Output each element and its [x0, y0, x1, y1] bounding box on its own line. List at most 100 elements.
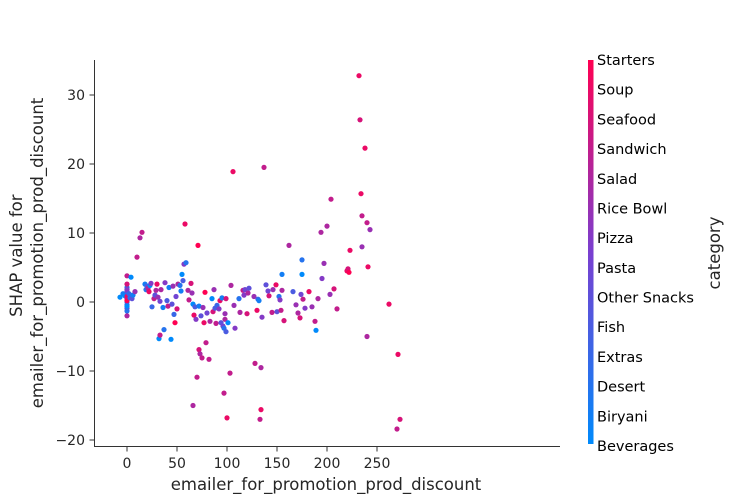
data-point-154 — [309, 304, 315, 310]
data-point-47 — [164, 298, 170, 304]
x-tick-label-4: 200 — [314, 456, 341, 472]
x-axis-ticks: 0 50 100 150 200 250 — [123, 446, 391, 472]
data-point-79 — [198, 313, 204, 319]
data-point-153 — [306, 289, 312, 295]
data-point-25 — [137, 235, 143, 241]
data-point-113 — [237, 309, 243, 315]
data-point-135 — [273, 282, 279, 288]
data-point-111 — [232, 325, 238, 331]
data-point-12 — [124, 313, 130, 319]
colorbar — [588, 60, 594, 444]
data-point-156 — [313, 327, 319, 333]
data-point-51 — [169, 301, 175, 307]
colorbar-label-rice-bowl: Rice Bowl — [597, 201, 667, 217]
data-point-117 — [244, 311, 250, 317]
x-tick-label-1: 50 — [168, 456, 186, 472]
colorbar-label-starters: Starters — [597, 53, 655, 69]
data-point-43 — [158, 287, 164, 293]
y-tick-label-4: 20 — [67, 157, 85, 173]
colorbar-label-seafood: Seafood — [597, 112, 656, 128]
data-point-73 — [193, 316, 199, 322]
data-point-115 — [241, 292, 247, 298]
data-point-101 — [222, 311, 228, 317]
data-point-124 — [256, 298, 262, 304]
data-point-38 — [154, 281, 160, 287]
colorbar-label-extras: Extras — [597, 350, 643, 366]
data-point-100 — [221, 390, 227, 396]
data-point-180 — [386, 301, 392, 307]
data-point-133 — [269, 309, 275, 315]
data-point-88 — [209, 296, 215, 302]
data-point-66 — [186, 297, 192, 303]
data-point-70 — [190, 402, 196, 409]
colorbar-label-pasta: Pasta — [597, 261, 636, 277]
data-point-65 — [185, 287, 191, 293]
data-point-77 — [196, 347, 202, 353]
data-point-132 — [266, 293, 272, 299]
data-point-108 — [228, 282, 234, 288]
data-point-149 — [299, 257, 305, 263]
data-point-158 — [318, 229, 324, 235]
data-point-173 — [359, 244, 365, 250]
data-point-46 — [162, 280, 168, 286]
data-point-24 — [134, 254, 140, 260]
data-point-103 — [223, 329, 229, 335]
data-point-82 — [201, 320, 207, 326]
data-point-145 — [293, 302, 299, 308]
data-point-20 — [128, 274, 134, 280]
data-point-157 — [315, 296, 321, 302]
data-point-142 — [281, 318, 287, 324]
data-point-71 — [191, 312, 197, 318]
data-point-116 — [242, 287, 248, 293]
data-point-148 — [298, 291, 304, 297]
y-tick-label-3: 10 — [67, 226, 85, 242]
colorbar-label-pizza: Pizza — [597, 231, 634, 247]
data-point-161 — [324, 223, 330, 229]
data-point-102 — [222, 316, 228, 322]
data-point-55 — [173, 293, 179, 300]
data-point-80 — [199, 355, 205, 361]
data-point-84 — [203, 340, 209, 346]
x-tick-label-5: 250 — [364, 456, 391, 472]
data-point-163 — [328, 196, 334, 202]
colorbar-labels: Beverages Biryani Desert Extras Fish Other Sn… — [597, 53, 694, 455]
data-point-90 — [211, 287, 217, 293]
data-point-170 — [356, 73, 362, 79]
data-point-56 — [174, 306, 180, 312]
data-point-165 — [334, 306, 340, 312]
y-axis-ticks: −20 −10 0 10 20 30 — [55, 88, 95, 449]
data-point-169 — [347, 247, 353, 253]
y-axis-label-line-2: emailer_for_promotion_prod_discount — [28, 97, 48, 408]
data-point-67 — [188, 280, 194, 286]
data-point-183 — [397, 416, 403, 422]
colorbar-label-salad: Salad — [597, 172, 637, 188]
data-point-42 — [157, 298, 163, 304]
y-tick-label-0: −20 — [55, 433, 85, 449]
data-point-138 — [277, 297, 283, 303]
y-tick-label-1: −10 — [55, 364, 85, 380]
data-point-86 — [206, 356, 212, 362]
data-point-39 — [155, 294, 161, 300]
data-point-179 — [367, 227, 373, 233]
x-axis-label: emailer_for_promotion_prod_discount — [171, 475, 482, 495]
colorbar-title: category — [705, 216, 724, 289]
data-point-146 — [295, 310, 301, 316]
data-point-60 — [179, 271, 185, 277]
data-point-121 — [252, 360, 258, 366]
data-point-3 — [124, 273, 130, 279]
data-point-85 — [204, 310, 210, 316]
data-point-164 — [331, 286, 337, 292]
colorbar-label-sandwich: Sandwich — [597, 142, 667, 158]
y-axis-label-line-1: SHAP value for — [7, 194, 26, 317]
colorbar-label-fish: Fish — [597, 320, 625, 336]
data-point-141 — [279, 287, 285, 293]
data-point-54 — [172, 320, 178, 326]
y-tick-label-5: 30 — [67, 88, 85, 104]
data-point-34 — [149, 304, 155, 310]
data-point-155 — [312, 318, 318, 324]
data-point-144 — [290, 289, 296, 295]
data-point-64 — [183, 260, 189, 266]
colorbar-label-soup: Soup — [597, 83, 633, 99]
x-tick-label-0: 0 — [123, 456, 132, 472]
